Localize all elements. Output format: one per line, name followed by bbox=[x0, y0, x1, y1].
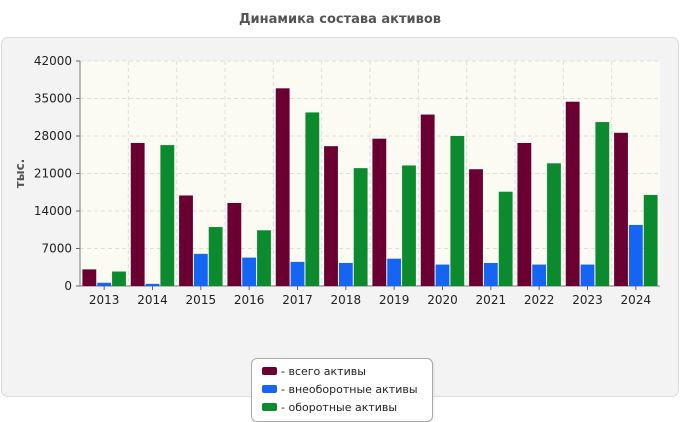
bar-2017-series-1 bbox=[275, 88, 290, 286]
legend-label-current: - оборотные активы bbox=[281, 400, 398, 414]
x-tick-label: 2015 bbox=[186, 293, 217, 307]
bar-2015-series-3 bbox=[208, 227, 223, 286]
bar-chart: 0 7000 14000 21000 28000 35000 42000 тыс. 2013 20… bbox=[13, 54, 660, 307]
legend-label-noncurrent: - внеоборотные активы bbox=[281, 382, 418, 396]
bar-2013-series-1 bbox=[82, 269, 97, 286]
legend-item-noncurrent: - внеоборотные активы bbox=[262, 382, 418, 396]
bar-2020-series-3 bbox=[450, 136, 465, 286]
y-tick-label: 42000 bbox=[34, 54, 72, 68]
bar-2017-series-3 bbox=[305, 112, 320, 286]
bar-2015-series-1 bbox=[179, 195, 193, 286]
bar-2022-series-3 bbox=[547, 163, 561, 286]
x-tick-label: 2013 bbox=[89, 293, 120, 307]
legend-swatch-noncurrent bbox=[262, 385, 277, 393]
bar-2013-series-2 bbox=[97, 282, 112, 286]
x-tick-label: 2020 bbox=[427, 293, 458, 307]
legend-swatch-total bbox=[262, 367, 277, 375]
bar-2014-series-1 bbox=[130, 142, 145, 286]
bar-2021-series-2 bbox=[483, 262, 498, 286]
x-tick-label: 2019 bbox=[379, 293, 410, 307]
x-tick-label: 2014 bbox=[137, 293, 168, 307]
bar-2016-series-1 bbox=[227, 202, 242, 286]
bar-2018-series-3 bbox=[353, 168, 368, 286]
bar-2019-series-3 bbox=[402, 165, 416, 286]
x-tick-label: 2023 bbox=[572, 293, 603, 307]
y-tick-label: 14000 bbox=[34, 204, 72, 218]
bar-2018-series-2 bbox=[338, 262, 353, 286]
x-tick-label: 2024 bbox=[621, 293, 652, 307]
y-axis-label: тыс. bbox=[13, 159, 27, 188]
bar-2017-series-2 bbox=[290, 261, 305, 286]
legend-item-total: - всего активы bbox=[262, 364, 366, 378]
bar-2022-series-2 bbox=[532, 264, 547, 286]
bar-2019-series-2 bbox=[387, 258, 402, 286]
x-tick-label: 2022 bbox=[524, 293, 555, 307]
bar-2021-series-3 bbox=[498, 191, 513, 286]
y-tick-label: 35000 bbox=[34, 92, 72, 106]
bar-2023-series-2 bbox=[580, 264, 595, 286]
bar-2022-series-1 bbox=[517, 142, 532, 286]
bar-2016-series-2 bbox=[242, 257, 257, 286]
bar-2020-series-2 bbox=[435, 264, 450, 286]
bar-2024-series-1 bbox=[614, 132, 628, 286]
x-tick-label: 2018 bbox=[331, 293, 362, 307]
bar-2019-series-1 bbox=[372, 138, 387, 286]
bar-2023-series-1 bbox=[565, 101, 580, 286]
y-tick-label: 7000 bbox=[41, 242, 72, 256]
bar-2021-series-1 bbox=[469, 169, 483, 286]
bar-2013-series-3 bbox=[112, 271, 126, 286]
bar-2024-series-2 bbox=[628, 224, 643, 286]
x-tick-label: 2017 bbox=[282, 293, 313, 307]
chart-title: Динамика состава активов bbox=[238, 12, 442, 27]
x-tick-label: 2021 bbox=[476, 293, 507, 307]
y-tick-label: 0 bbox=[64, 279, 72, 293]
bar-2018-series-1 bbox=[324, 146, 338, 286]
legend-swatch-current bbox=[262, 403, 277, 411]
bar-2014-series-3 bbox=[160, 145, 175, 286]
bar-2023-series-3 bbox=[595, 122, 610, 286]
bar-2014-series-2 bbox=[145, 283, 160, 286]
bar-2024-series-3 bbox=[643, 194, 658, 286]
bar-2016-series-3 bbox=[257, 230, 271, 286]
legend-label-total: - всего активы bbox=[281, 364, 366, 378]
bar-2015-series-2 bbox=[193, 253, 208, 286]
legend-item-current: - оборотные активы bbox=[262, 400, 397, 414]
y-tick-label: 28000 bbox=[34, 129, 72, 143]
x-tick-label: 2016 bbox=[234, 293, 265, 307]
bar-2020-series-1 bbox=[420, 114, 435, 286]
y-tick-label: 21000 bbox=[34, 167, 72, 181]
